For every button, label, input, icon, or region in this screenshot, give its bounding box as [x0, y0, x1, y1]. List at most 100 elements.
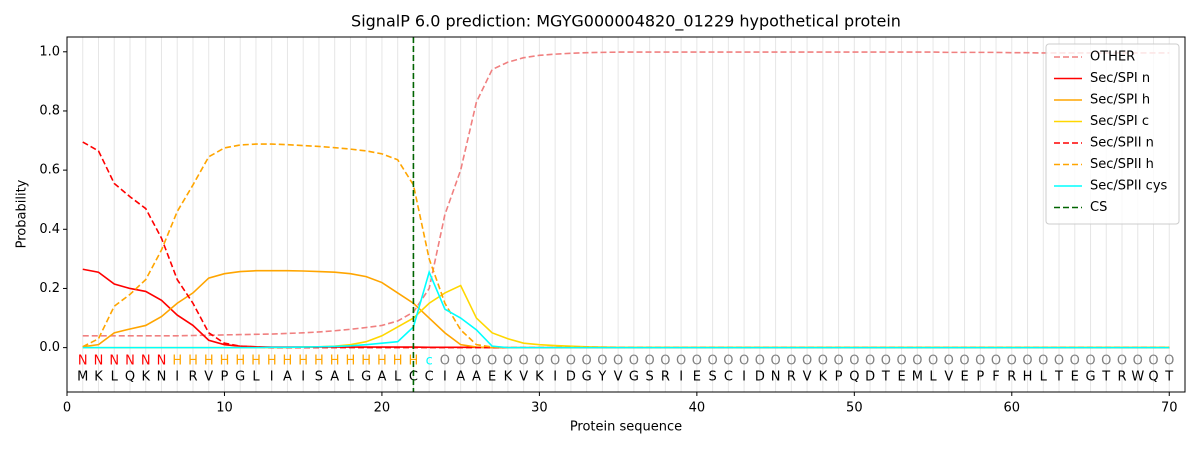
- region-label: H: [298, 354, 308, 369]
- y-tick-label: 0.0: [39, 340, 60, 355]
- region-label: O: [550, 354, 560, 369]
- legend-box: [1045, 43, 1180, 225]
- region-label: O: [1085, 354, 1095, 369]
- x-tick-label: 60: [1004, 401, 1021, 416]
- region-label: O: [660, 354, 670, 369]
- y-tick-label: 0.2: [39, 281, 60, 296]
- legend-label: Sec/SPII cys: [1090, 179, 1168, 194]
- residue-label: C: [425, 370, 434, 385]
- region-label: O: [1038, 354, 1048, 369]
- region-label: O: [1148, 354, 1158, 369]
- region-label: O: [833, 354, 843, 369]
- region-label: O: [519, 354, 529, 369]
- y-tick-label: 0.4: [39, 222, 60, 237]
- region-label: O: [487, 354, 497, 369]
- residue-label: R: [661, 370, 670, 385]
- region-label: O: [1101, 354, 1111, 369]
- region-label: O: [456, 354, 466, 369]
- region-label: H: [267, 354, 277, 369]
- region-label: O: [959, 354, 969, 369]
- residue-label: I: [443, 370, 447, 385]
- x-tick-label: 10: [216, 401, 233, 416]
- residue-label: D: [755, 370, 765, 385]
- x-tick-label: 20: [374, 401, 391, 416]
- region-label: N: [109, 354, 119, 369]
- region-label: O: [1007, 354, 1017, 369]
- region-label: H: [204, 354, 214, 369]
- region-label: O: [676, 354, 686, 369]
- residue-label: I: [301, 370, 305, 385]
- legend-label: Sec/SPII n: [1090, 136, 1154, 151]
- residue-label: T: [881, 370, 890, 385]
- residue-label: Q: [125, 370, 135, 385]
- residue-label: S: [645, 370, 653, 385]
- residue-label: R: [188, 370, 197, 385]
- residue-label: V: [614, 370, 623, 385]
- region-label: O: [692, 354, 702, 369]
- residue-label: V: [803, 370, 812, 385]
- region-label: H: [235, 354, 245, 369]
- residue-label: G: [629, 370, 639, 385]
- region-label: O: [865, 354, 875, 369]
- residue-label: Y: [597, 370, 606, 385]
- residue-label: D: [865, 370, 875, 385]
- residue-label: E: [1071, 370, 1079, 385]
- region-label: H: [393, 354, 403, 369]
- residue-label: Q: [849, 370, 859, 385]
- legend-label: Sec/SPI n: [1090, 71, 1150, 86]
- residue-label: A: [472, 370, 481, 385]
- x-tick-label: 40: [689, 401, 706, 416]
- region-label: O: [849, 354, 859, 369]
- region-label: O: [881, 354, 891, 369]
- region-label: O: [645, 354, 655, 369]
- region-label: O: [928, 354, 938, 369]
- residue-label: L: [252, 370, 260, 385]
- region-label: H: [330, 354, 340, 369]
- region-label: H: [188, 354, 198, 369]
- residue-label: L: [347, 370, 355, 385]
- region-label: N: [125, 354, 135, 369]
- region-label: O: [912, 354, 922, 369]
- residue-label: L: [1040, 370, 1048, 385]
- residue-label: A: [330, 370, 339, 385]
- region-label: O: [1117, 354, 1127, 369]
- region-label: O: [786, 354, 796, 369]
- region-label: O: [896, 354, 906, 369]
- region-label: O: [1164, 354, 1174, 369]
- residue-label: F: [992, 370, 999, 385]
- residue-label: M: [912, 370, 923, 385]
- region-label: N: [141, 354, 151, 369]
- residue-label: I: [553, 370, 557, 385]
- residue-label: V: [519, 370, 528, 385]
- residue-label: L: [929, 370, 937, 385]
- residue-label: V: [204, 370, 213, 385]
- x-tick-label: 30: [531, 401, 548, 416]
- region-label: O: [440, 354, 450, 369]
- residue-label: T: [1054, 370, 1063, 385]
- residue-label: A: [283, 370, 292, 385]
- legend-label: CS: [1090, 200, 1107, 215]
- region-label: O: [739, 354, 749, 369]
- region-label: O: [755, 354, 765, 369]
- residue-label: L: [111, 370, 119, 385]
- region-label: H: [377, 354, 387, 369]
- residue-label: K: [535, 370, 544, 385]
- region-label: N: [157, 354, 167, 369]
- region-label: H: [361, 354, 371, 369]
- region-label: O: [802, 354, 812, 369]
- region-label: O: [770, 354, 780, 369]
- region-label: O: [944, 354, 954, 369]
- x-tick-label: 0: [63, 401, 71, 416]
- region-label: H: [346, 354, 356, 369]
- region-label: O: [991, 354, 1001, 369]
- residue-label: W: [1131, 370, 1144, 385]
- residue-label: A: [377, 370, 386, 385]
- region-label: O: [613, 354, 623, 369]
- region-label: H: [251, 354, 261, 369]
- residue-label: P: [221, 370, 229, 385]
- residue-label: G: [582, 370, 592, 385]
- residue-label: V: [944, 370, 953, 385]
- y-tick-label: 0.8: [39, 103, 60, 118]
- residue-label: E: [488, 370, 496, 385]
